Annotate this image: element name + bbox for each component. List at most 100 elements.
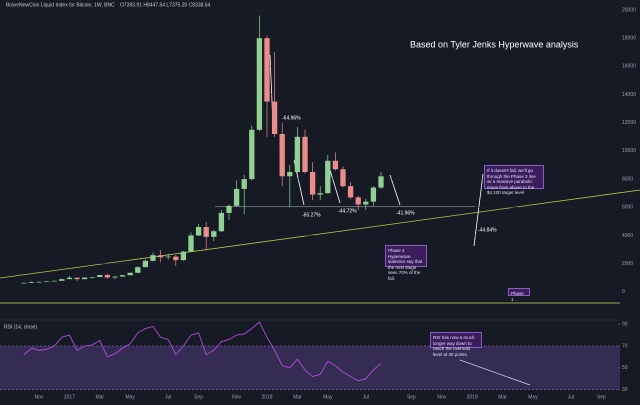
y-tick-label: 18000	[622, 36, 636, 42]
candle-body	[302, 136, 308, 173]
y-tick-label: 4000	[622, 233, 633, 239]
candle-body	[51, 280, 57, 282]
rsi-tick-label: 70	[622, 343, 628, 349]
candle-body	[203, 227, 209, 237]
candle-body	[370, 187, 377, 202]
x-tick-label: 2019	[467, 394, 478, 400]
candle-body	[279, 134, 285, 177]
candle-body	[294, 136, 301, 173]
candle-body	[195, 227, 202, 236]
candle-body	[165, 256, 171, 258]
candle-body	[142, 260, 149, 268]
candle-body	[150, 255, 156, 261]
rsi-tick-label: 90	[622, 322, 628, 328]
symbol: BraveNewCoin Liquid Index for Bitcoin, 1…	[6, 2, 115, 8]
x-tick-label: 2017	[64, 394, 75, 400]
note: If it doesn't fail, we'll go through the…	[484, 165, 544, 195]
annotation: -65.27%	[302, 212, 321, 218]
candle-body	[43, 281, 50, 282]
chart-title: Based on Tyler Jenks Hyperwave analysis	[410, 39, 579, 49]
candle-body	[74, 277, 80, 280]
note: Phase 1	[508, 288, 530, 302]
candle-body	[112, 276, 118, 278]
x-tick-label: 2018	[261, 394, 272, 400]
annotation: -64.96%	[282, 115, 301, 121]
candle-body	[21, 282, 27, 284]
candle-body	[188, 235, 194, 252]
candle-body	[180, 251, 187, 261]
candle-body	[332, 160, 339, 170]
x-tick-label: Nov	[437, 394, 446, 400]
ohlc: O7393.91 H8447.54 L7375.20 C8338.64	[120, 2, 211, 8]
candle-body	[347, 186, 354, 198]
candle-body	[249, 129, 255, 180]
candle-body	[287, 172, 293, 177]
candle-body	[317, 193, 323, 195]
x-tick-label: Nov	[232, 394, 241, 400]
candle-body	[211, 231, 217, 237]
candle-body	[81, 277, 88, 280]
candle-body	[325, 160, 331, 194]
candle-body	[340, 169, 346, 187]
candle-body	[233, 188, 240, 206]
candle-body	[309, 172, 316, 195]
annotation: -44.84%	[478, 227, 497, 233]
note: RSI has now a much longer way down to re…	[430, 332, 482, 357]
candle-body	[271, 101, 278, 134]
y-tick-label: 10000	[622, 148, 636, 154]
candle-body	[218, 212, 225, 232]
phase-2-line	[0, 189, 640, 279]
x-tick-label: Mar	[293, 394, 302, 400]
x-tick-label: May	[528, 394, 538, 400]
candle-body	[241, 179, 247, 189]
candle-body	[135, 267, 141, 273]
y-tick-label: 2000	[622, 261, 633, 267]
x-tick-label: Mar	[498, 394, 507, 400]
x-tick-label: Jul	[363, 394, 369, 400]
x-tick-label: Nov	[35, 394, 44, 400]
rsi-tick-label: 50	[622, 365, 628, 371]
x-tick-label: Jul	[165, 394, 171, 400]
candle-body	[36, 281, 42, 283]
candle-body	[89, 277, 95, 278]
y-tick-label: 14000	[622, 92, 636, 98]
candle-body	[66, 277, 73, 280]
candle-body	[378, 176, 384, 188]
note: Phase 4 Hyperwave statistics say that th…	[385, 245, 427, 281]
candle-body	[157, 255, 164, 258]
y-tick-label: 20000	[622, 7, 636, 13]
candle-body	[28, 281, 35, 283]
rsi-tick-label: 30	[622, 387, 628, 393]
y-tick-label: 6000	[622, 205, 633, 211]
candle-body	[363, 201, 369, 205]
candle-body	[104, 275, 111, 278]
x-tick-label: Sep	[597, 394, 606, 400]
x-tick-label: Jul	[568, 394, 574, 400]
candle-body	[173, 256, 179, 261]
y-tick-label: 12000	[622, 120, 636, 126]
rsi-band	[0, 346, 620, 390]
rsi-line	[23, 321, 382, 382]
candle-body	[264, 38, 270, 102]
y-tick-label: 16000	[622, 64, 636, 70]
y-tick-label: 0	[622, 289, 625, 295]
x-tick-label: Sep	[194, 394, 203, 400]
annotation: -41.96%	[396, 210, 415, 216]
arrows	[269, 54, 531, 386]
x-tick-label: Mar	[95, 394, 104, 400]
x-tick-label: May	[125, 394, 135, 400]
rsi-title: RSI (14, close)	[4, 324, 37, 330]
candle-body	[127, 272, 133, 276]
annotation: -44.72%	[338, 208, 357, 214]
x-tick-label: May	[323, 394, 333, 400]
candle-body	[256, 38, 263, 130]
candle-body	[97, 275, 103, 278]
candle-body	[119, 275, 126, 277]
candle-body	[59, 279, 65, 281]
candle-body	[355, 197, 361, 205]
candle-body	[226, 205, 232, 213]
x-tick-label: Sep	[407, 394, 416, 400]
y-tick-label: 8000	[622, 176, 633, 182]
